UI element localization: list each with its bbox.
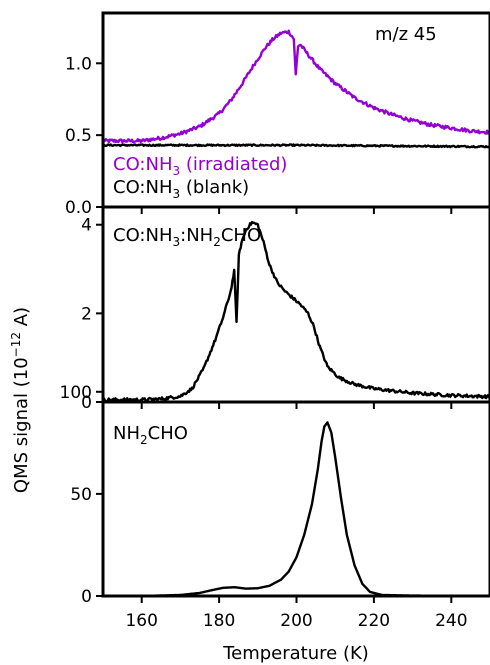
- annotation-formamide-part-2: CHO: [148, 423, 188, 444]
- y-axis-label-part-2: A): [11, 307, 32, 332]
- x-axis-label: Temperature (K): [222, 643, 369, 664]
- legend-blank-subscript: 3: [172, 187, 180, 201]
- legend-entry-irradiated: CO:NH3 (irradiated): [113, 154, 287, 178]
- y-tick-label: 0: [81, 587, 92, 607]
- x-tick-label: 240: [435, 611, 467, 631]
- y-tick-label: 0: [81, 393, 92, 413]
- series-line-co-nh3-irradiated: [103, 29, 490, 144]
- series-line-co-nh3-blank: [103, 143, 490, 149]
- annotation-formamide-part-1: NH: [113, 423, 140, 444]
- y-axis-label: QMS signal (10−12 A): [9, 307, 32, 493]
- annotation-mixture-part-3: CHO: [221, 225, 261, 246]
- x-tick-label: 200: [280, 611, 312, 631]
- x-tick-label: 160: [125, 611, 157, 631]
- x-tick-label: 220: [358, 611, 390, 631]
- legend-entry-blank: CO:NH3 (blank): [113, 177, 249, 201]
- legend-blank-part-2: (blank): [180, 177, 249, 198]
- legend-irradiated-subscript: 3: [172, 164, 180, 178]
- series-line-co-nh3-nh2cho: [103, 220, 490, 402]
- y-tick-label: 2: [81, 304, 92, 324]
- y-tick-label: 100: [60, 383, 92, 403]
- annotation-mixture-sub-2: 2: [213, 235, 221, 249]
- y-axis-label-part-1: QMS signal (10: [11, 357, 32, 493]
- annotation-mixture-sub-1: 3: [172, 235, 180, 249]
- series-line-nh2cho: [103, 421, 490, 596]
- panel-bottom: 0 50 100 160 180 200 220 240: [60, 383, 490, 631]
- x-tick-label: 180: [203, 611, 235, 631]
- y-tick-label: 4: [81, 216, 92, 236]
- y-tick-label: 0.5: [65, 126, 92, 146]
- legend-blank-part-1: CO:NH: [113, 177, 172, 198]
- panel-annotation-formamide: NH2CHO: [113, 423, 188, 447]
- panel-top: 0.0 0.5 1.0: [65, 11, 490, 218]
- panel-annotation-mixture: CO:NH3:NH2CHO: [113, 225, 261, 249]
- panel-annotation-mz: m/z 45: [375, 24, 437, 45]
- y-tick-label: 1.0: [65, 54, 92, 74]
- legend-irradiated-part-1: CO:NH: [113, 154, 172, 175]
- y-tick-label: 50: [70, 485, 92, 505]
- y-tick-label: 0.0: [65, 198, 92, 218]
- annotation-mixture-part-2: :NH: [180, 225, 213, 246]
- annotation-mixture-part-1: CO:NH: [113, 225, 172, 246]
- legend-irradiated-part-2: (irradiated): [180, 154, 287, 175]
- annotation-formamide-sub: 2: [140, 433, 148, 447]
- y-axis-label-exponent: −12: [9, 332, 23, 357]
